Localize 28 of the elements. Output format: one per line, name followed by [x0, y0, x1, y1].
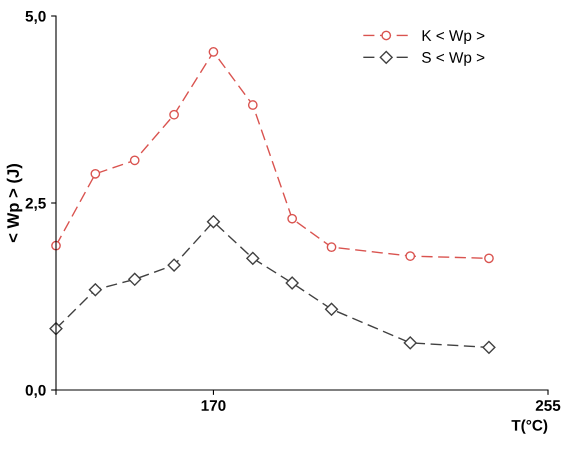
x-axis-title: T(°C): [512, 420, 548, 434]
legend-label: K < Wp >: [422, 30, 484, 44]
point: [482, 340, 496, 354]
point: [248, 100, 258, 110]
point: [130, 156, 140, 166]
point: [128, 272, 142, 286]
point: [167, 258, 181, 272]
x-tick-label: 255: [536, 400, 560, 411]
point: [88, 283, 102, 296]
point: [286, 276, 299, 290]
point: [90, 168, 100, 179]
point: [246, 252, 260, 265]
y-axis-title: < Wp > (J): [6, 164, 22, 242]
point: [169, 110, 179, 120]
point: [324, 302, 338, 316]
y-tick-label: 0,0: [26, 384, 46, 398]
y-tick-label: 5,0: [26, 10, 46, 24]
point: [484, 253, 494, 264]
point: [404, 336, 417, 350]
point: [206, 215, 220, 228]
legend-label: S < Wp >: [422, 52, 484, 66]
point: [287, 214, 298, 224]
point: [405, 251, 416, 261]
point: [49, 322, 63, 336]
x-tick-label: 170: [202, 400, 226, 411]
point: [326, 242, 336, 252]
point: [208, 47, 218, 57]
y-tick-label: 2,5: [26, 198, 46, 211]
